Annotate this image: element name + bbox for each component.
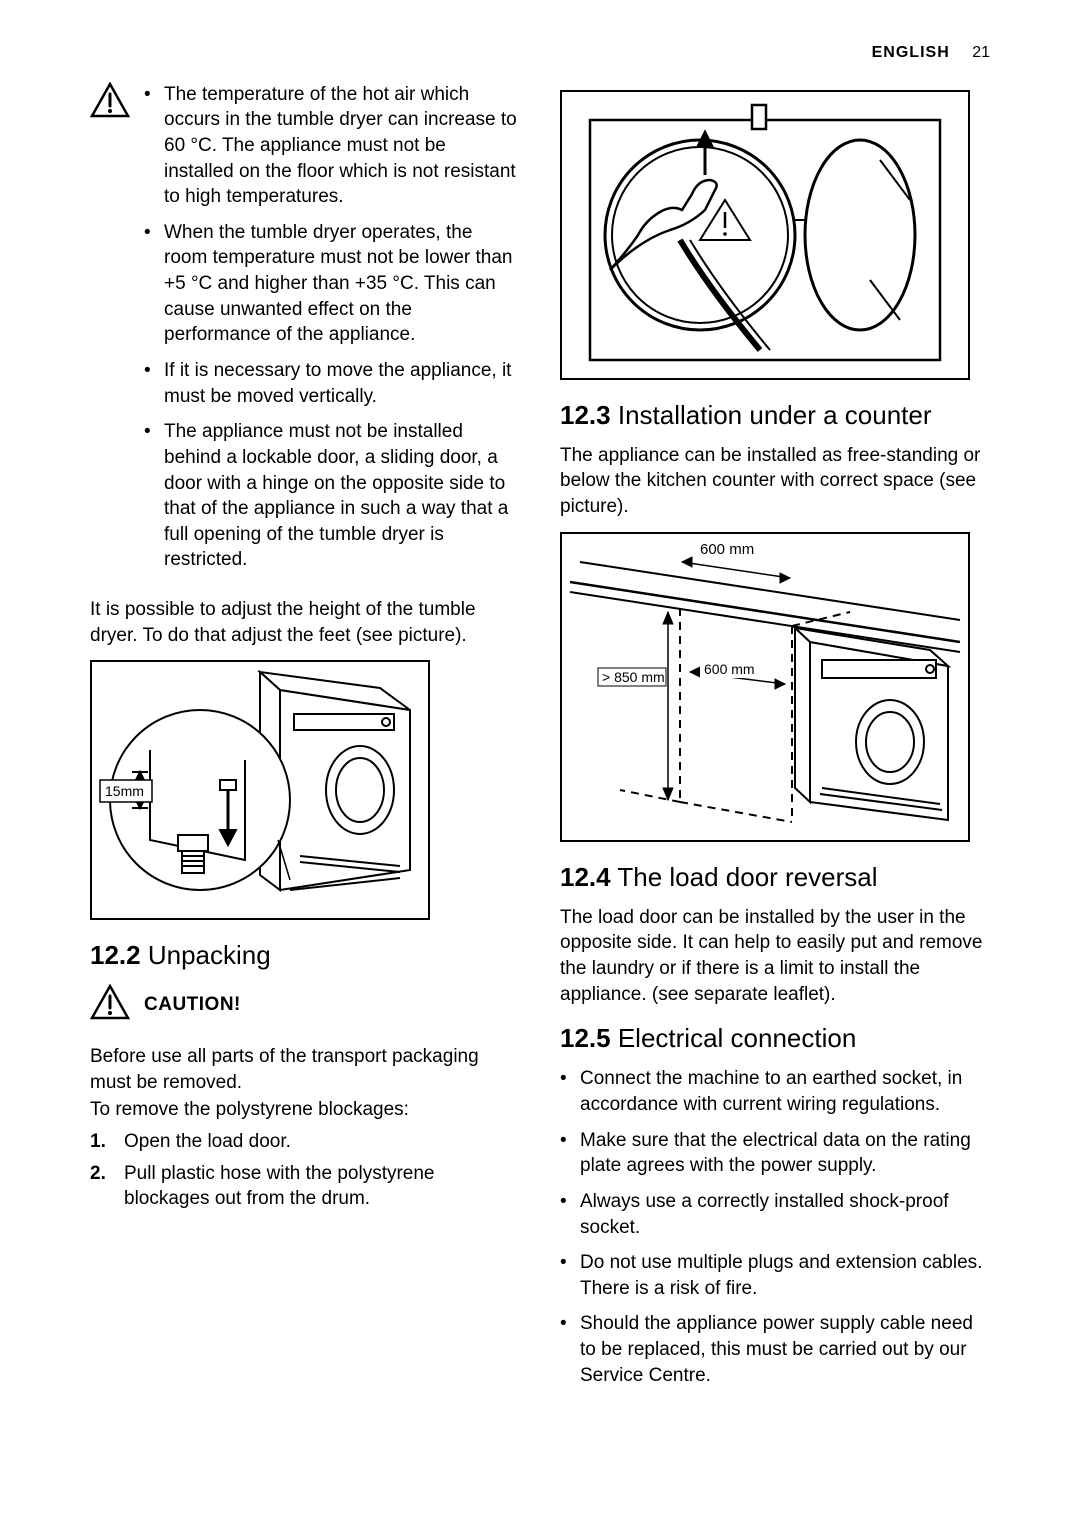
warning-icon (90, 984, 130, 1027)
height-adjust-text: It is possible to adjust the height of t… (90, 597, 520, 648)
page-number: 21 (972, 44, 990, 61)
dim-top: 600 mm (700, 541, 754, 558)
caution-block: CAUTION! (90, 984, 520, 1027)
bullet-item: Make sure that the electrical data on th… (560, 1128, 990, 1179)
page-header: ENGLISH 21 (90, 42, 990, 64)
bullet-item: When the tumble dryer operates, the room… (144, 220, 520, 348)
unpack-para-2: To remove the polystyrene blockages: (90, 1097, 520, 1123)
step-item: Pull plastic hose with the polystyrene b… (90, 1161, 520, 1212)
counter-para: The appliance can be installed as free-s… (560, 443, 990, 520)
step-item: Open the load door. (90, 1129, 520, 1155)
figure-drum-remove (560, 90, 990, 380)
bullet-item: Do not use multiple plugs and extension … (560, 1250, 990, 1301)
electrical-bullet-list: Connect the machine to an earthed socket… (560, 1066, 990, 1388)
figure-under-counter: 600 mm > 850 mm 600 mm (560, 532, 990, 842)
section-heading-12-3: 12.3 Installation under a counter (560, 398, 990, 433)
unpack-steps-list: Open the load door. Pull plastic hose wi… (90, 1129, 520, 1212)
door-reversal-para: The load door can be installed by the us… (560, 905, 990, 1008)
section-title: The load door reversal (617, 862, 877, 892)
section-title: Installation under a counter (618, 400, 932, 430)
caution-label: CAUTION! (144, 992, 241, 1018)
bullet-item: The appliance must not be installed behi… (144, 419, 520, 573)
section-heading-12-4: 12.4 The load door reversal (560, 860, 990, 895)
dim-width: 600 mm (704, 661, 755, 677)
section-number: 12.4 (560, 862, 611, 892)
warning-icon (90, 82, 130, 125)
section-number: 12.2 (90, 940, 141, 970)
section-title: Electrical connection (618, 1023, 856, 1053)
dim-side: > 850 mm (602, 669, 665, 685)
figure-feet-adjust: 15mm (90, 660, 520, 920)
section-number: 12.3 (560, 400, 611, 430)
section-title: Unpacking (148, 940, 271, 970)
unpack-para-1: Before use all parts of the transport pa… (90, 1044, 520, 1095)
left-column: The temperature of the hot air which occ… (90, 82, 520, 1399)
bullet-item: The temperature of the hot air which occ… (144, 82, 520, 210)
bullet-item: Connect the machine to an earthed socket… (560, 1066, 990, 1117)
fig-label-15mm: 15mm (105, 783, 144, 799)
section-heading-12-5: 12.5 Electrical connection (560, 1021, 990, 1056)
bullet-item: If it is necessary to move the appliance… (144, 358, 520, 409)
bullet-item: Should the appliance power supply cable … (560, 1311, 990, 1388)
warning-bullet-list: The temperature of the hot air which occ… (144, 82, 520, 584)
two-column-layout: The temperature of the hot air which occ… (90, 82, 990, 1399)
section-number: 12.5 (560, 1023, 611, 1053)
bullet-item: Always use a correctly installed shock-p… (560, 1189, 990, 1240)
section-heading-12-2: 12.2 Unpacking (90, 938, 520, 973)
right-column: 12.3 Installation under a counter The ap… (560, 82, 990, 1399)
warning-block: The temperature of the hot air which occ… (90, 82, 520, 584)
language-label: ENGLISH (872, 44, 950, 61)
